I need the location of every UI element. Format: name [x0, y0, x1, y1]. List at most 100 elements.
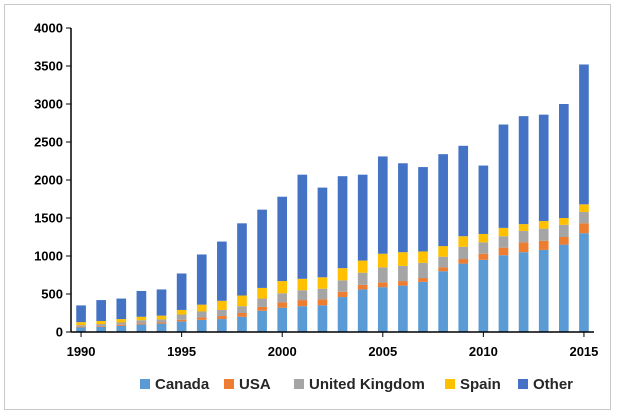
bar-segment-usa-2004: [357, 284, 368, 290]
y-tick-label-500: 500: [41, 287, 63, 302]
y-tick-label-0: 0: [56, 325, 63, 340]
bar-segment-united-kingdom-1995: [176, 314, 187, 320]
bar-segment-usa-2006: [398, 281, 408, 286]
bar-segment-spain-1996: [196, 304, 207, 312]
legend-swatch-usa: [224, 379, 234, 389]
bar-segment-united-kingdom-2014: [559, 224, 569, 237]
bar-segment-other-2012: [518, 116, 529, 225]
bar-segment-other-1994: [156, 289, 167, 316]
legend-swatch-united-kingdom: [294, 379, 304, 389]
bar-segment-canada-2002: [317, 305, 328, 332]
bar-segment-usa-2002: [317, 299, 328, 306]
bar-segment-spain-1992: [116, 319, 127, 323]
legend-swatch-canada: [140, 379, 150, 389]
bar-segment-usa-2012: [518, 242, 529, 253]
bar-segment-other-1990: [76, 305, 86, 323]
x-tick-label-1990: 1990: [67, 344, 96, 359]
bar-segment-usa-1995: [176, 319, 187, 322]
x-tick-label-2010: 2010: [469, 344, 498, 359]
chart-frame: 0 500 1000 1500 2000 2500 3000 3500 4000 1990 199…: [4, 4, 611, 410]
bar-segment-other-2004: [357, 174, 368, 261]
bar-segment-united-kingdom-2002: [317, 288, 328, 300]
bar-segment-united-kingdom-1997: [217, 309, 227, 317]
bar-segment-other-2014: [559, 104, 569, 218]
bar-segment-spain-2004: [357, 260, 368, 273]
bar-segment-spain-1997: [217, 300, 227, 310]
bar-segment-united-kingdom-2003: [337, 280, 348, 292]
bar-segment-usa-1991: [96, 325, 107, 327]
x-tick-label-1995: 1995: [167, 344, 196, 359]
bar-segment-usa-2005: [377, 282, 388, 288]
bar-segment-united-kingdom-1991: [96, 324, 107, 326]
y-tick-label-2500: 2500: [34, 135, 63, 150]
bar-segment-spain-2009: [458, 236, 469, 247]
bar-segment-spain-1991: [96, 320, 107, 325]
bar-segment-united-kingdom-2009: [458, 246, 469, 260]
x-tick-label-2015: 2015: [569, 344, 598, 359]
bar-segment-united-kingdom-2001: [297, 290, 308, 301]
bar-segment-united-kingdom-1990: [76, 325, 86, 327]
bar-segment-canada-2010: [478, 259, 489, 332]
bar-segment-spain-2012: [518, 224, 529, 231]
bar-segment-spain-2000: [277, 281, 288, 294]
bar-segment-spain-2013: [538, 221, 549, 229]
bar-segment-other-2001: [297, 174, 308, 279]
bar-segment-usa-2015: [579, 223, 589, 234]
bar-segment-canada-2001: [297, 306, 308, 332]
bar-segment-usa-1990: [76, 326, 86, 328]
bar-segment-united-kingdom-2015: [579, 211, 589, 224]
bar-segment-canada-2005: [377, 287, 388, 332]
bar-segment-united-kingdom-2007: [418, 262, 428, 279]
x-tick-label-2005: 2005: [368, 344, 397, 359]
bar-segment-spain-1990: [76, 322, 86, 326]
bar-segment-other-1995: [176, 273, 187, 310]
bar-segment-united-kingdom-1996: [196, 311, 207, 318]
legend-label-usa: USA: [239, 376, 271, 393]
bar-segment-usa-2010: [478, 253, 489, 260]
bar-segment-usa-1998: [237, 313, 247, 317]
bar-segment-canada-1993: [136, 324, 147, 332]
bar-segment-canada-2009: [458, 263, 469, 332]
bar-segment-spain-2007: [418, 251, 428, 263]
y-tick-label-4000: 4000: [34, 21, 63, 36]
bar-segment-united-kingdom-2008: [438, 256, 448, 268]
bar-segment-other-1998: [237, 223, 247, 296]
y-tick-label-1000: 1000: [34, 249, 63, 264]
bar-segment-canada-1990: [76, 327, 86, 332]
legend-label-united-kingdom: United Kingdom: [309, 376, 425, 393]
legend: Canada USA United Kingdom Spain Other: [140, 376, 573, 393]
legend-swatch-other: [518, 379, 528, 389]
bar-segment-other-2006: [398, 163, 408, 253]
bar-segment-united-kingdom-1998: [237, 306, 247, 313]
bar-segment-canada-2014: [559, 244, 569, 332]
bar-segment-other-2007: [418, 167, 428, 252]
bar-segment-usa-1996: [196, 317, 207, 320]
bar-segment-other-2013: [538, 114, 549, 222]
bar-segment-other-1993: [136, 290, 147, 317]
bar-segment-canada-2007: [418, 281, 428, 332]
bar-segment-canada-2015: [579, 233, 589, 332]
bar-segment-other-2011: [498, 124, 509, 228]
bar-segment-spain-2015: [579, 204, 589, 212]
bar-segment-usa-2014: [559, 237, 569, 245]
y-tick-label-1500: 1500: [34, 211, 63, 226]
bar-segment-usa-2001: [297, 300, 308, 307]
bar-segment-united-kingdom-2000: [277, 293, 288, 303]
bar-segment-united-kingdom-1992: [116, 322, 127, 325]
bar-segment-spain-2005: [377, 253, 388, 268]
bar-segment-other-1997: [217, 241, 227, 301]
bar-segment-canada-1997: [217, 319, 227, 332]
y-tick-label-2000: 2000: [34, 173, 63, 188]
bar-segment-other-1991: [96, 300, 107, 321]
bar-segment-usa-1994: [156, 322, 167, 324]
bar-segment-canada-2004: [357, 289, 368, 332]
bar-segment-other-2005: [377, 156, 388, 254]
bar-segment-canada-2011: [498, 255, 509, 332]
bar-segment-other-1999: [257, 209, 267, 288]
x-axis-ticks: 1990 1995 2000 2005 2010 2015: [67, 332, 598, 359]
bar-segment-canada-1995: [176, 321, 187, 332]
bar-segment-spain-2002: [317, 277, 328, 289]
bar-segment-other-2010: [478, 165, 489, 234]
bar-segment-usa-2007: [418, 278, 428, 282]
bar-segment-usa-1999: [257, 306, 267, 311]
